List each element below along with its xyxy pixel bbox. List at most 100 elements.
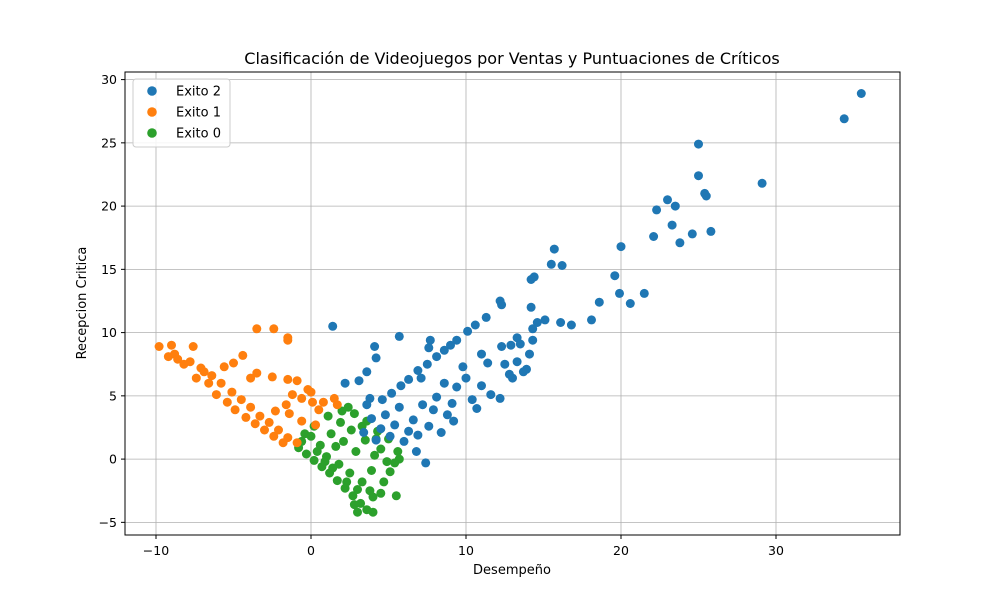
- y-tick-label: 0: [109, 452, 117, 467]
- data-point: [328, 321, 338, 331]
- data-point: [500, 359, 510, 369]
- data-point: [246, 373, 256, 383]
- data-point: [267, 372, 277, 382]
- data-point: [264, 417, 274, 427]
- data-point: [667, 220, 677, 230]
- data-point: [411, 447, 421, 456]
- data-point: [486, 390, 496, 400]
- data-point: [348, 491, 358, 501]
- data-point: [557, 261, 567, 270]
- data-point: [274, 425, 283, 435]
- data-point: [230, 405, 240, 415]
- data-point: [439, 345, 449, 355]
- series-exito-0: [294, 402, 404, 517]
- data-point: [470, 320, 480, 330]
- data-point: [391, 491, 401, 501]
- data-point: [615, 288, 624, 298]
- data-point: [556, 318, 566, 327]
- data-point: [314, 405, 324, 415]
- data-point: [461, 373, 471, 383]
- data-point: [416, 373, 426, 383]
- data-point: [252, 324, 262, 334]
- y-tick-label: 25: [101, 135, 117, 150]
- x-tick-label: 30: [768, 543, 784, 558]
- data-point: [270, 406, 280, 416]
- data-point: [179, 359, 189, 369]
- data-point: [472, 404, 482, 413]
- data-point: [594, 297, 604, 307]
- x-tick-label: −10: [143, 543, 169, 558]
- data-point: [367, 466, 376, 475]
- data-point: [353, 485, 362, 494]
- data-point: [236, 395, 246, 405]
- data-point: [393, 447, 403, 456]
- y-tick-label: 20: [101, 199, 117, 214]
- data-point: [694, 139, 703, 149]
- data-point: [399, 436, 409, 446]
- data-point: [526, 275, 536, 284]
- data-point: [495, 393, 505, 403]
- data-point: [357, 477, 367, 487]
- data-point: [546, 259, 556, 269]
- data-point: [376, 424, 386, 434]
- data-point: [246, 402, 256, 412]
- data-point: [365, 486, 375, 496]
- data-point: [311, 420, 321, 430]
- data-point: [353, 507, 362, 517]
- data-point: [250, 419, 260, 429]
- data-point: [306, 431, 316, 441]
- data-point: [328, 463, 338, 473]
- y-tick-label: 5: [109, 388, 117, 403]
- data-point: [297, 416, 307, 426]
- data-point: [199, 367, 209, 377]
- data-point: [639, 288, 649, 298]
- data-point: [839, 114, 849, 124]
- data-point: [413, 430, 423, 440]
- data-point: [452, 382, 462, 392]
- data-point: [377, 395, 387, 405]
- data-point: [219, 362, 229, 372]
- data-point: [670, 201, 680, 211]
- data-point: [323, 411, 333, 421]
- data-point: [255, 411, 265, 421]
- data-point: [701, 191, 711, 201]
- data-point: [354, 376, 364, 386]
- data-point: [625, 299, 635, 308]
- data-point: [292, 376, 302, 386]
- legend-marker: [147, 128, 157, 138]
- axis-ticks: −10 0 10 20 30 −5 0 5 10 15 20 25 30: [99, 72, 784, 558]
- data-point: [477, 349, 486, 359]
- data-point: [306, 387, 316, 397]
- data-point: [467, 395, 477, 405]
- data-point: [649, 232, 659, 241]
- data-point: [349, 409, 359, 419]
- x-axis-label: Desempeño: [473, 563, 551, 578]
- data-point: [320, 457, 330, 467]
- data-point: [458, 362, 468, 372]
- data-point: [387, 388, 397, 398]
- data-point: [370, 450, 380, 460]
- data-point: [616, 242, 626, 252]
- data-point: [360, 435, 370, 445]
- data-point: [318, 397, 328, 407]
- data-point: [283, 374, 293, 384]
- data-point: [379, 477, 389, 487]
- data-point: [370, 342, 380, 351]
- data-point: [312, 447, 322, 456]
- data-point: [385, 467, 395, 477]
- data-point: [404, 374, 414, 384]
- data-point: [442, 410, 452, 420]
- data-point: [481, 312, 491, 322]
- data-point: [367, 414, 376, 424]
- data-point: [368, 507, 378, 517]
- data-point: [394, 331, 404, 341]
- y-tick-label: 30: [101, 72, 117, 87]
- data-point: [167, 340, 176, 350]
- x-tick-label: 20: [613, 543, 629, 558]
- x-tick-label: 0: [307, 543, 315, 558]
- data-point: [477, 381, 486, 391]
- data-point: [497, 342, 507, 351]
- data-point: [610, 271, 620, 281]
- data-point: [222, 397, 232, 407]
